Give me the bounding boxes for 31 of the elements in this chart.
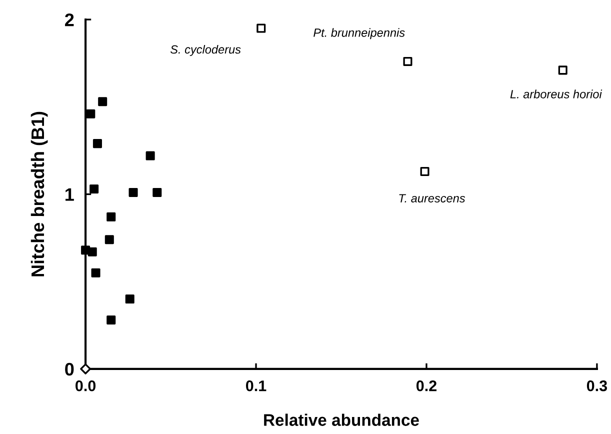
x-tick-label: 0.2 [416, 380, 436, 392]
point [558, 66, 568, 75]
annotation: L. arboreus horioi [510, 90, 602, 98]
annotation: Pt. brunneipennis [314, 28, 405, 40]
point [88, 247, 97, 256]
point [146, 151, 155, 160]
point [92, 139, 102, 148]
x-tick-label: 0.0 [76, 380, 96, 392]
point [91, 268, 100, 278]
point [90, 184, 99, 194]
x-axis-title: Relative abundance [264, 414, 419, 426]
point [403, 56, 412, 66]
y-tick-label: 1 [66, 188, 74, 201]
point [106, 212, 116, 222]
point [420, 166, 430, 176]
x-tick-label: 0.3 [586, 380, 608, 392]
point [106, 315, 116, 324]
point [128, 188, 138, 197]
point [80, 363, 91, 374]
point [104, 235, 114, 244]
point [256, 24, 266, 33]
x-tick-label: 0.1 [246, 380, 266, 392]
y-axis-title: Nitche breadth (B1) [30, 112, 48, 276]
point [86, 109, 96, 118]
y-tick-label: 2 [65, 13, 74, 26]
point [98, 97, 108, 106]
point [152, 188, 162, 197]
annotation: S. cycloderus [170, 44, 241, 56]
annotation: T. aurescens [399, 194, 466, 202]
y-tick-label: 0 [65, 362, 74, 376]
point [125, 294, 134, 304]
